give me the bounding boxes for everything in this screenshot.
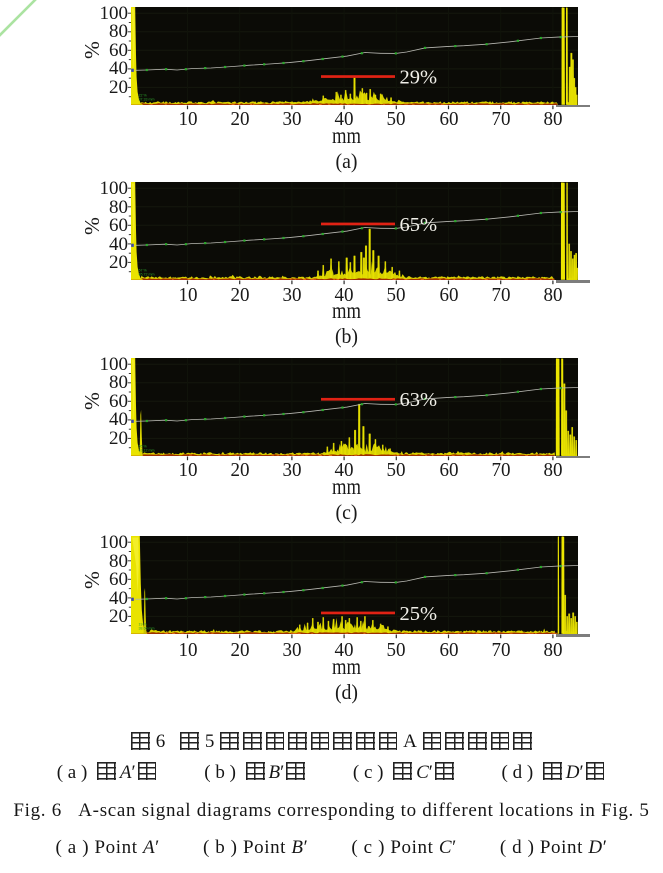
svg-text:19 %: 19 %	[139, 623, 148, 627]
svg-text:37.33 mm: 37.33 mm	[139, 98, 155, 102]
svg-text:63%: 63%	[400, 389, 438, 411]
svg-text:45.72 mm: 45.72 mm	[139, 273, 155, 277]
svg-text:25%: 25%	[400, 603, 438, 625]
svg-text:29%: 29%	[400, 67, 438, 89]
svg-text:38.60 mm: 38.60 mm	[139, 627, 155, 631]
svg-text:65%: 65%	[400, 214, 438, 236]
svg-text:43.12 mm: 43.12 mm	[139, 448, 155, 452]
svg-text:22 %: 22 %	[139, 94, 148, 98]
svg-text:55 %: 55 %	[139, 444, 148, 448]
svg-text:57 %: 57 %	[139, 269, 148, 273]
